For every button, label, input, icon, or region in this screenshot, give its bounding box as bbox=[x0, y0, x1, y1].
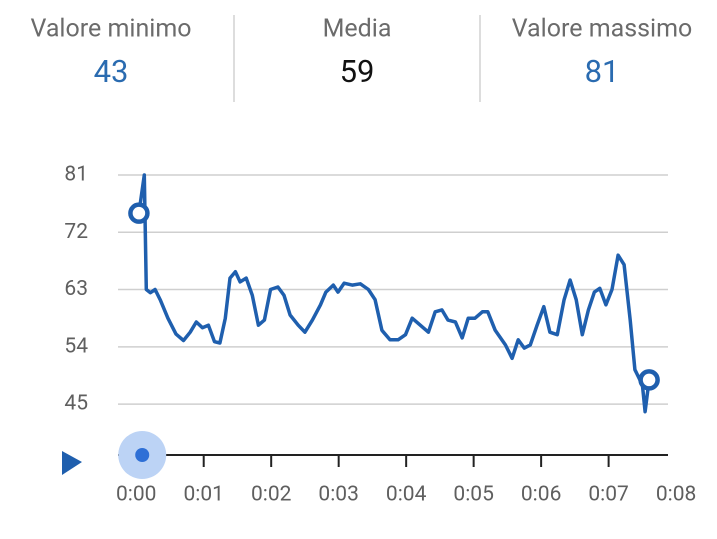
x-tick-label: 0:07 bbox=[588, 483, 629, 507]
y-tick-label: 54 bbox=[64, 334, 88, 358]
x-tick-label: 0:02 bbox=[251, 483, 292, 507]
line bbox=[137, 173, 651, 414]
x-tick-label: 0:00 bbox=[116, 483, 157, 507]
stat-label: Media bbox=[323, 15, 392, 44]
x-tick-label: 0:05 bbox=[453, 483, 494, 507]
stat-label: Valore minimo bbox=[30, 15, 191, 44]
y-tick-label: 45 bbox=[64, 392, 88, 416]
x-tick-label: 0:01 bbox=[183, 483, 224, 507]
x-tick-label: 0:06 bbox=[521, 483, 562, 507]
y-tick-label: 81 bbox=[64, 163, 88, 187]
end-marker bbox=[638, 369, 660, 391]
x-tick-label: 0:08 bbox=[656, 483, 697, 507]
x-tick-label: 0:04 bbox=[386, 483, 427, 507]
stat-value: 43 bbox=[94, 53, 129, 90]
y-tick-label: 63 bbox=[64, 277, 88, 301]
stat-value: 59 bbox=[340, 53, 375, 90]
y-tick-label: 72 bbox=[64, 220, 88, 244]
play-button[interactable] bbox=[62, 451, 82, 475]
stat-value: 81 bbox=[585, 53, 620, 90]
playhead[interactable] bbox=[135, 448, 150, 462]
x-tick-label: 0:03 bbox=[318, 483, 359, 507]
end-marker bbox=[128, 202, 150, 224]
stat-label: Valore massimo bbox=[512, 15, 693, 44]
